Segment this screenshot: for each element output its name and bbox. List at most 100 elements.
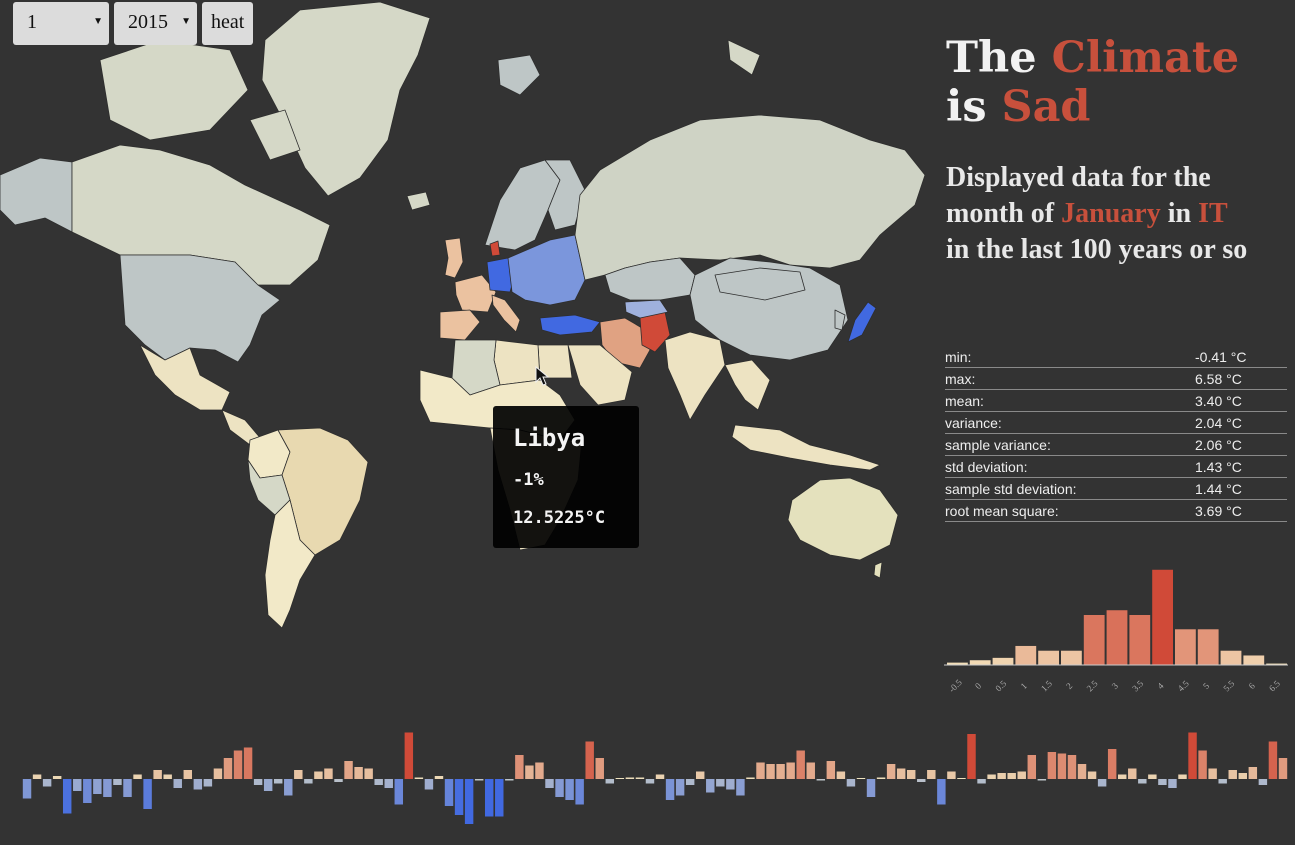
country-japan[interactable]	[847, 301, 877, 343]
world-map[interactable]	[0, 0, 925, 705]
year-select[interactable]: 2015 ▼	[114, 2, 197, 45]
histogram-bar[interactable]	[992, 657, 1014, 665]
timeline-bar[interactable]	[545, 779, 554, 788]
timeline-bar[interactable]	[253, 779, 263, 785]
timeline-bar[interactable]	[756, 762, 765, 780]
timeline-bar[interactable]	[605, 779, 615, 784]
novaya-zemlya[interactable]	[727, 39, 761, 76]
timeline-bar[interactable]	[886, 764, 896, 779]
timeline-bar[interactable]	[484, 779, 494, 817]
timeline-bar[interactable]	[133, 774, 142, 780]
timeline-bar[interactable]	[917, 779, 926, 782]
timeline-bar[interactable]	[233, 750, 243, 780]
country-alaska[interactable]	[0, 157, 73, 233]
timeline-bar[interactable]	[83, 779, 92, 803]
timeline-bar[interactable]	[846, 779, 856, 787]
timeline-bar[interactable]	[675, 779, 685, 796]
timeline-bar[interactable]	[1067, 755, 1077, 779]
timeline-bar[interactable]	[173, 779, 182, 788]
timeline-bar[interactable]	[1278, 758, 1288, 779]
southeast-asia[interactable]	[724, 359, 771, 411]
timeline-bar[interactable]	[73, 779, 82, 791]
timeline-bar[interactable]	[525, 765, 534, 780]
histogram-bar[interactable]	[1243, 655, 1265, 665]
timeline-bar[interactable]	[595, 758, 604, 779]
timeline-bar[interactable]	[414, 777, 424, 780]
timeline-bar[interactable]	[334, 779, 343, 782]
timeline-bar[interactable]	[284, 779, 293, 796]
timeline-bar[interactable]	[645, 779, 655, 784]
timeline-bar[interactable]	[957, 778, 966, 779]
timeline-bar[interactable]	[736, 779, 745, 796]
eastern-europe[interactable]	[507, 234, 586, 306]
country-russia[interactable]	[574, 114, 925, 281]
timeline-bar[interactable]	[374, 779, 383, 785]
timeline-bar[interactable]	[384, 779, 393, 788]
heat-button[interactable]: heat	[202, 2, 254, 45]
timeline-bar[interactable]	[42, 779, 52, 787]
country-mexico[interactable]	[139, 344, 231, 411]
country-turkey[interactable]	[539, 314, 601, 336]
timeline-bar[interactable]	[123, 779, 132, 797]
histogram-bar[interactable]	[1266, 663, 1287, 665]
country-stans[interactable]	[624, 299, 669, 319]
histogram-bar[interactable]	[1106, 610, 1128, 665]
country-mongolia[interactable]	[714, 267, 806, 301]
histogram-bar[interactable]	[1129, 615, 1151, 665]
timeline-bar[interactable]	[314, 771, 323, 780]
timeline-bar[interactable]	[716, 779, 725, 787]
timeline-bar[interactable]	[635, 777, 645, 780]
timeline-bar[interactable]	[93, 779, 102, 794]
timeline-bar[interactable]	[1027, 755, 1037, 779]
timeline-bar[interactable]	[826, 761, 836, 779]
timeline-bar[interactable]	[32, 774, 42, 780]
timeline-bar[interactable]	[364, 768, 373, 780]
country-new-zealand[interactable]	[873, 561, 883, 579]
timeline-bar[interactable]	[424, 779, 434, 790]
timeline-bar[interactable]	[273, 779, 283, 784]
country-argentina[interactable]	[264, 499, 316, 629]
timeline-bar[interactable]	[113, 779, 122, 785]
timeline-bar[interactable]	[575, 779, 584, 805]
timeline-bar[interactable]	[836, 771, 846, 780]
timeline-bar[interactable]	[625, 777, 635, 780]
timeline-bar[interactable]	[1047, 752, 1057, 779]
timeline-bar[interactable]	[505, 779, 514, 781]
timeline-bar[interactable]	[223, 758, 233, 779]
timeline-bar[interactable]	[394, 779, 404, 805]
timeline-bar[interactable]	[1097, 779, 1107, 787]
timeline-bar[interactable]	[816, 779, 826, 781]
country-denmark[interactable]	[489, 240, 501, 257]
timeline-bar[interactable]	[906, 770, 916, 779]
timeline-bar[interactable]	[203, 779, 213, 787]
timeline-bar[interactable]	[1087, 771, 1097, 780]
timeline-bar[interactable]	[585, 741, 594, 780]
country-brazil[interactable]	[277, 427, 369, 556]
timeline-bar[interactable]	[967, 734, 976, 779]
timeline-bar[interactable]	[1158, 779, 1167, 785]
timeline-bar[interactable]	[997, 773, 1006, 779]
timeline-bar[interactable]	[1077, 764, 1087, 779]
timeline-bar[interactable]	[947, 771, 956, 780]
month-select[interactable]: 1 ▼	[13, 2, 109, 45]
timeline-bar[interactable]	[62, 779, 72, 814]
timeline-bar[interactable]	[404, 732, 414, 780]
timeline-bar[interactable]	[766, 764, 775, 779]
timeline-bar[interactable]	[665, 779, 675, 800]
timeline-bar[interactable]	[615, 778, 625, 779]
timeline-bar[interactable]	[896, 768, 906, 780]
indonesia[interactable]	[731, 424, 881, 471]
timeline-bar[interactable]	[796, 750, 805, 780]
timeline-bar[interactable]	[1107, 749, 1117, 779]
timeline-bar[interactable]	[454, 779, 464, 815]
histogram-bar[interactable]	[947, 662, 968, 665]
country-australia[interactable]	[787, 477, 899, 561]
timeline-bar[interactable]	[193, 779, 203, 790]
timeline-bar[interactable]	[1138, 779, 1147, 784]
timeline-bar[interactable]	[655, 774, 665, 780]
arabian-peninsula[interactable]	[567, 344, 633, 406]
timeline-bar[interactable]	[1218, 779, 1227, 784]
timeline-bar[interactable]	[706, 779, 715, 793]
timeline-bar[interactable]	[1268, 741, 1278, 780]
timeline-bar[interactable]	[1188, 732, 1197, 780]
